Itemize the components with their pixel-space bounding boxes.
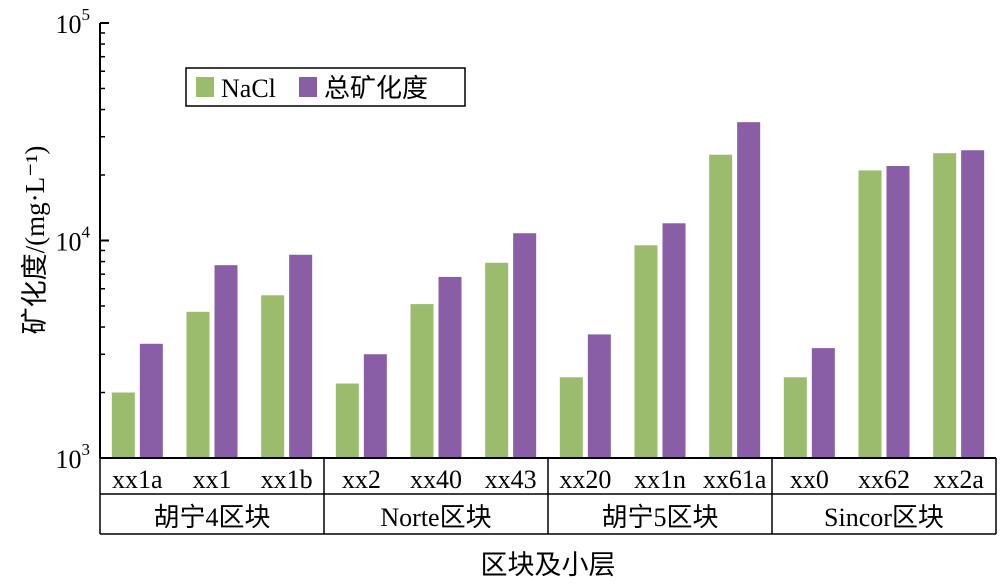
bar-total-xx1 (214, 265, 238, 458)
bar-total-xx20 (587, 334, 611, 458)
bar-total-xx0 (811, 348, 835, 458)
legend-label: NaCl (221, 74, 276, 103)
x-tick-label: xx2a (933, 465, 984, 494)
bar-total-xx1a (139, 343, 163, 458)
bar-nacl-xx43 (485, 262, 509, 458)
bar-nacl-xx20 (559, 377, 583, 458)
bar-nacl-xx1 (186, 311, 210, 458)
x-tick-label: xx1b (261, 465, 313, 494)
group-label: Sincor区块 (824, 503, 944, 532)
group-label: Norte区块 (380, 503, 491, 532)
x-tick-label: xx0 (790, 465, 829, 494)
legend-box (185, 67, 466, 107)
bar-total-xx2 (363, 354, 387, 458)
bar-total-xx40 (438, 276, 462, 458)
bar-nacl-xx62 (858, 170, 882, 458)
bar-nacl-xx2a (933, 153, 957, 459)
bar-nacl-xx0 (783, 377, 807, 458)
x-tick-label: xx61a (703, 465, 767, 494)
bar-total-xx1b (289, 254, 313, 458)
x-tick-label: xx1n (634, 465, 686, 494)
x-tick-label: xx2 (342, 465, 381, 494)
y-tick-label: 103 (56, 440, 91, 474)
legend-swatch (196, 77, 214, 97)
bar-nacl-xx1a (111, 392, 135, 458)
x-tick-label: xx20 (559, 465, 611, 494)
axes-layer: 103 104 105 胡宁4区块 Norte区块 胡宁5区块 Sincor区块 xx1a xx… (20, 5, 997, 580)
legend-label: 总矿化度 (324, 74, 428, 103)
bar-nacl-xx61a (709, 154, 733, 458)
legend-swatch (299, 77, 317, 97)
bar-total-xx43 (513, 233, 537, 458)
bar-nacl-xx1n (634, 245, 658, 458)
bar-nacl-xx1b (261, 295, 285, 458)
bar-nacl-xx2 (335, 383, 359, 458)
x-tick-label: xx62 (858, 465, 910, 494)
y-tick-label: 104 (56, 223, 91, 257)
bar-total-xx1n (662, 223, 686, 458)
bar-total-xx62 (886, 166, 910, 458)
group-label: 胡宁4区块 (153, 503, 270, 532)
bars-layer (111, 122, 985, 459)
y-axis-title: 矿化度/(mg·L⁻¹) (20, 146, 50, 335)
bar-nacl-xx40 (410, 304, 434, 458)
bar-total-xx61a (737, 122, 761, 459)
x-tick-label: xx1a (112, 465, 163, 494)
x-tick-label: xx1 (193, 465, 232, 494)
bar-total-xx2a (961, 150, 985, 459)
x-tick-label: xx43 (485, 465, 537, 494)
x-tick-label: xx40 (410, 465, 462, 494)
x-axis-title: 区块及小层 (481, 550, 616, 580)
legend: NaCl 总矿化度 (185, 67, 466, 107)
group-label: 胡宁5区块 (601, 503, 718, 532)
y-tick-label: 105 (56, 5, 91, 39)
